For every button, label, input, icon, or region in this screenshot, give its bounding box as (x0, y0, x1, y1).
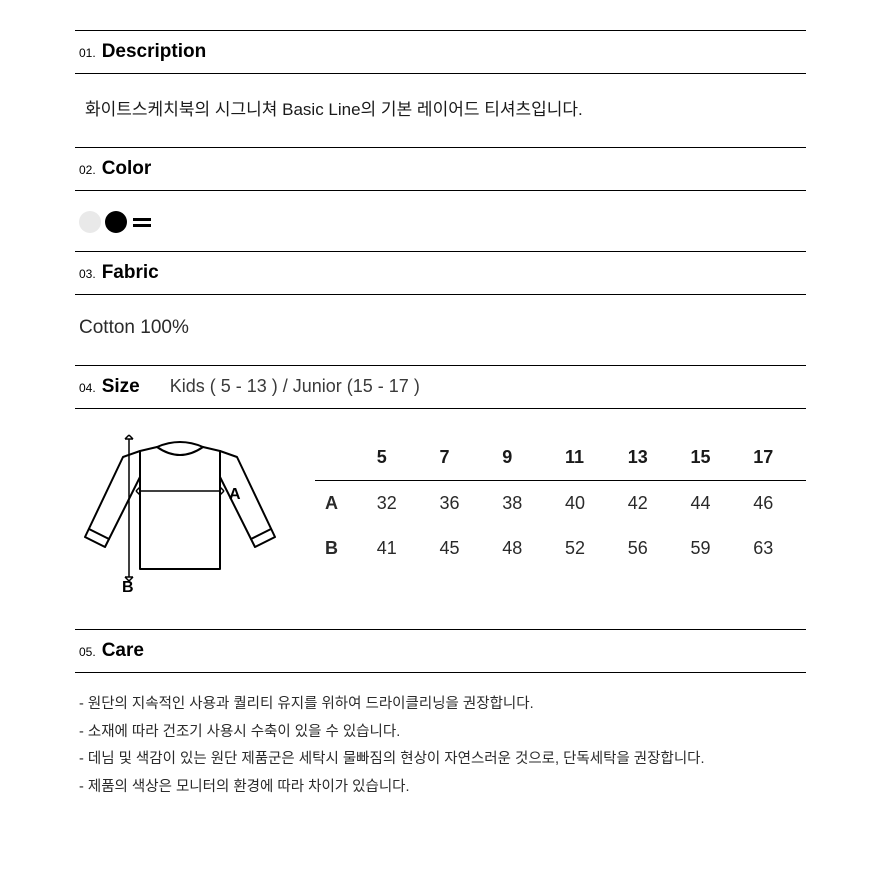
section-header-size: 04. Size Kids ( 5 - 13 ) / Junior (15 - … (75, 365, 806, 409)
size-table-header-row: 5 7 9 11 13 15 17 (315, 435, 806, 481)
size-cell: 41 (367, 526, 430, 571)
size-col: 17 (743, 435, 806, 481)
shirt-svg: A B (75, 429, 285, 594)
care-item: 데님 및 색감이 있는 원단 제품군은 세탁시 물빠짐의 현상이 자연스러운 것… (79, 746, 802, 774)
size-row-b: B 41 45 48 52 56 59 63 (315, 526, 806, 571)
size-cell: 32 (367, 481, 430, 527)
size-col: 13 (618, 435, 681, 481)
care-list: 원단의 지속적인 사용과 퀄리티 유지를 위하여 드라이클리닝을 권장합니다. … (75, 673, 806, 801)
size-table: 5 7 9 11 13 15 17 A 32 36 38 40 42 44 46… (315, 435, 806, 571)
section-header-color: 02. Color (75, 147, 806, 191)
care-item: 제품의 색상은 모니터의 환경에 따라 차이가 있습니다. (79, 774, 802, 802)
section-num: 05. (79, 645, 96, 659)
fabric-text: Cotton 100% (75, 295, 806, 365)
size-col: 15 (680, 435, 743, 481)
size-col: 11 (555, 435, 618, 481)
section-title: Fabric (102, 262, 159, 284)
size-row-a: A 32 36 38 40 42 44 46 (315, 481, 806, 527)
stripe-bar (133, 224, 151, 227)
size-cell: 63 (743, 526, 806, 571)
size-col: 9 (492, 435, 555, 481)
size-cell: 48 (492, 526, 555, 571)
size-cell: 59 (680, 526, 743, 571)
size-area: A B 5 7 9 11 13 15 17 A (75, 409, 806, 629)
section-header-fabric: 03. Fabric (75, 251, 806, 295)
swatch-black (105, 211, 127, 233)
section-title: Size (102, 376, 140, 398)
size-col: 7 (429, 435, 492, 481)
section-header-care: 05. Care (75, 629, 806, 673)
size-cell: 36 (429, 481, 492, 527)
size-subtitle: Kids ( 5 - 13 ) / Junior (15 - 17 ) (170, 376, 420, 397)
size-cell: 45 (429, 526, 492, 571)
swatch-light (79, 211, 101, 233)
description-text: 화이트스케치북의 시그니쳐 Basic Line의 기본 레이어드 티셔츠입니다… (85, 96, 796, 123)
care-item: 소재에 따라 건조기 사용시 수축이 있을 수 있습니다. (79, 719, 802, 747)
section-header-description: 01. Description (75, 30, 806, 74)
section-num: 02. (79, 163, 96, 177)
stripe-bar (133, 218, 151, 221)
diagram-label-a: A (229, 486, 241, 503)
size-cell: 52 (555, 526, 618, 571)
section-title: Care (102, 640, 144, 662)
section-num: 01. (79, 46, 96, 60)
section-num: 03. (79, 267, 96, 281)
size-cell: 56 (618, 526, 681, 571)
size-table-corner (315, 435, 367, 481)
size-cell: 38 (492, 481, 555, 527)
size-cell: 46 (743, 481, 806, 527)
care-item: 원단의 지속적인 사용과 퀄리티 유지를 위하여 드라이클리닝을 권장합니다. (79, 691, 802, 719)
shirt-diagram: A B (75, 429, 285, 599)
size-row-label: B (315, 526, 367, 571)
size-cell: 44 (680, 481, 743, 527)
diagram-label-b: B (122, 579, 134, 594)
swatch-stripe (133, 218, 151, 227)
section-title: Description (102, 41, 207, 63)
size-row-label: A (315, 481, 367, 527)
section-title: Color (102, 158, 152, 180)
size-cell: 40 (555, 481, 618, 527)
description-body: 화이트스케치북의 시그니쳐 Basic Line의 기본 레이어드 티셔츠입니다… (75, 74, 806, 147)
size-cell: 42 (618, 481, 681, 527)
color-swatches (75, 191, 806, 251)
size-col: 5 (367, 435, 430, 481)
section-num: 04. (79, 381, 96, 395)
